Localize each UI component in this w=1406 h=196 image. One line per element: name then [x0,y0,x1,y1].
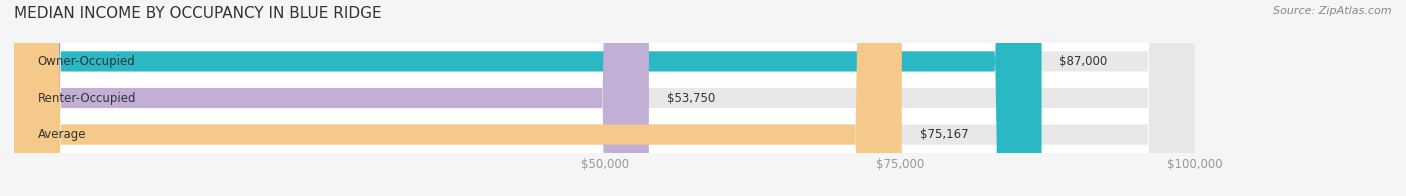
Text: Owner-Occupied: Owner-Occupied [38,55,135,68]
FancyBboxPatch shape [14,0,1195,196]
FancyBboxPatch shape [14,0,1195,196]
FancyBboxPatch shape [14,0,648,196]
Text: $87,000: $87,000 [1059,55,1108,68]
FancyBboxPatch shape [14,0,1042,196]
Text: $75,167: $75,167 [920,128,969,141]
FancyBboxPatch shape [14,0,1195,196]
FancyBboxPatch shape [14,0,901,196]
Text: Average: Average [38,128,86,141]
Text: Source: ZipAtlas.com: Source: ZipAtlas.com [1274,6,1392,16]
Text: MEDIAN INCOME BY OCCUPANCY IN BLUE RIDGE: MEDIAN INCOME BY OCCUPANCY IN BLUE RIDGE [14,6,381,21]
Text: Renter-Occupied: Renter-Occupied [38,92,136,104]
Text: $53,750: $53,750 [666,92,714,104]
